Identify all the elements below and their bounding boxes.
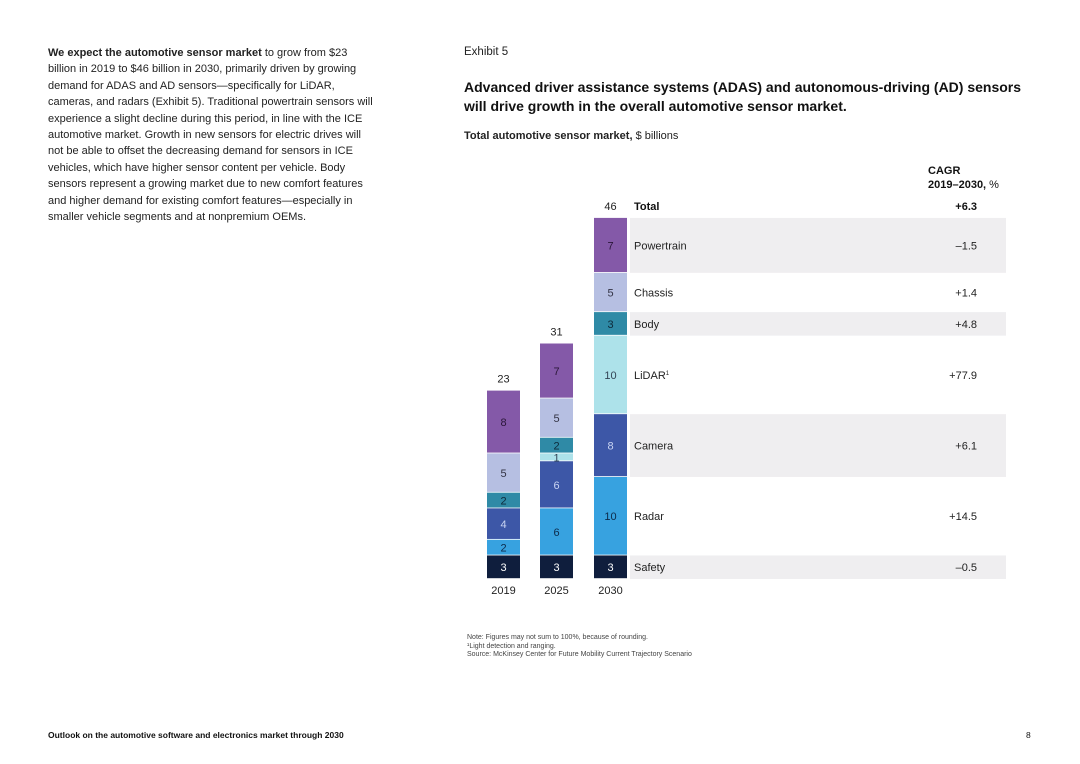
bar-2019-powertrain — [487, 390, 520, 453]
row-band-body — [630, 312, 1006, 336]
bar-label-2030-powertrain: 7 — [607, 240, 613, 252]
chart-subtitle: Total automotive sensor market, $ billio… — [464, 130, 678, 142]
cagr-chassis: +1.4 — [955, 287, 977, 299]
bar-label-2025-safety: 3 — [553, 562, 559, 574]
bar-2025-body — [540, 437, 573, 453]
subtitle-rest: $ billions — [632, 130, 679, 142]
cagr-safety: –0.5 — [956, 562, 977, 574]
chart-notes: Note: Figures may not sum to 100%, becau… — [467, 634, 867, 660]
legend-radar: Radar — [634, 511, 664, 523]
bar-2030-radar — [594, 476, 627, 555]
bar-total-2019: 23 — [497, 374, 509, 386]
bar-label-2019-body: 2 — [500, 496, 506, 508]
bar-2025-radar — [540, 508, 573, 555]
bar-2019-body — [487, 492, 520, 508]
bar-2025-powertrain — [540, 343, 573, 398]
bar-label-2019-radar: 2 — [500, 543, 506, 555]
x-tick-2030: 2030 — [598, 585, 622, 597]
bar-total-2030: 46 — [604, 201, 616, 213]
cagr-total: +6.3 — [955, 201, 977, 213]
bar-label-2019-camera: 4 — [500, 519, 506, 531]
bar-label-2025-chassis: 5 — [553, 413, 559, 425]
bar-label-2025-lidar: 1 — [553, 452, 559, 464]
bar-label-2025-body: 2 — [553, 441, 559, 453]
bar-label-2019-powertrain: 8 — [500, 417, 506, 429]
legend-powertrain: Powertrain — [634, 240, 687, 252]
bar-label-2019-safety: 3 — [500, 562, 506, 574]
bar-2025-safety — [540, 555, 573, 579]
legend-body: Body — [634, 319, 660, 331]
cagr-header-line2: 2019–2030, — [928, 179, 987, 191]
cagr-header-line1: CAGR — [928, 165, 961, 177]
bar-2030-lidar — [594, 335, 627, 414]
bar-label-2030-safety: 3 — [607, 562, 613, 574]
footer-page-number: 8 — [1026, 730, 1031, 740]
row-band-powertrain — [630, 217, 1006, 273]
bar-2019-radar — [487, 539, 520, 555]
cagr-body: +4.8 — [955, 319, 977, 331]
bar-label-2025-powertrain: 7 — [553, 366, 559, 378]
bar-label-2030-body: 3 — [607, 319, 613, 331]
exhibit-title: Advanced driver assistance systems (ADAS… — [464, 79, 1022, 114]
footer-report-title: Outlook on the automotive software and e… — [48, 730, 344, 740]
cagr-lidar: +77.9 — [949, 370, 977, 382]
exhibit-label: Exhibit 5 — [464, 46, 509, 58]
note-rounding: Note: Figures may not sum to 100%, becau… — [467, 634, 648, 641]
bar-label-2025-radar: 6 — [553, 527, 559, 539]
bar-total-2025: 31 — [550, 327, 562, 339]
cagr-radar: +14.5 — [949, 511, 977, 523]
bar-2019-chassis — [487, 453, 520, 492]
body-lead: We expect the automotive sensor market — [48, 47, 262, 59]
bar-2030-camera — [594, 414, 627, 477]
row-band-camera — [630, 414, 1006, 477]
x-tick-2025: 2025 — [544, 585, 568, 597]
body-rest: to grow from $23 billion in 2019 to $46 … — [48, 47, 373, 224]
note-lidar: ¹Light detection and ranging. — [467, 642, 556, 650]
legend-safety: Safety — [634, 562, 666, 574]
body-paragraph: We expect the automotive sensor market t… — [48, 45, 378, 225]
bar-2025-chassis — [540, 398, 573, 437]
cagr-camera: +6.1 — [955, 441, 977, 453]
bar-2030-safety — [594, 555, 627, 579]
note-source: Source: McKinsey Center for Future Mobil… — [467, 651, 692, 659]
bar-label-2019-chassis: 5 — [500, 468, 506, 480]
bar-label-2030-radar: 10 — [604, 511, 616, 523]
bar-2030-chassis — [594, 272, 627, 312]
bar-2025-lidar — [540, 453, 573, 461]
bar-2025-camera — [540, 461, 573, 508]
cagr-header: CAGR 2019–2030, % — [928, 164, 1038, 192]
legend-chassis: Chassis — [634, 287, 674, 299]
bar-label-2030-lidar: 10 — [604, 370, 616, 382]
legend-camera: Camera — [634, 441, 674, 453]
bar-2030-powertrain — [594, 217, 627, 273]
cagr-header-unit: % — [986, 179, 999, 191]
legend-total: Total — [634, 201, 659, 213]
subtitle-bold: Total automotive sensor market, — [464, 130, 633, 142]
bar-label-2030-camera: 8 — [607, 441, 613, 453]
bar-label-2025-camera: 6 — [553, 480, 559, 492]
cagr-powertrain: –1.5 — [956, 240, 977, 252]
legend-lidar-footnote: 1 — [666, 371, 670, 377]
bar-2030-body — [594, 312, 627, 335]
bar-2019-camera — [487, 508, 520, 539]
bar-2019-safety — [487, 555, 520, 579]
legend-lidar: LiDAR1 — [634, 370, 670, 382]
x-tick-2019: 2019 — [491, 585, 515, 597]
bar-label-2030-chassis: 5 — [607, 287, 613, 299]
row-band-safety — [630, 555, 1006, 579]
